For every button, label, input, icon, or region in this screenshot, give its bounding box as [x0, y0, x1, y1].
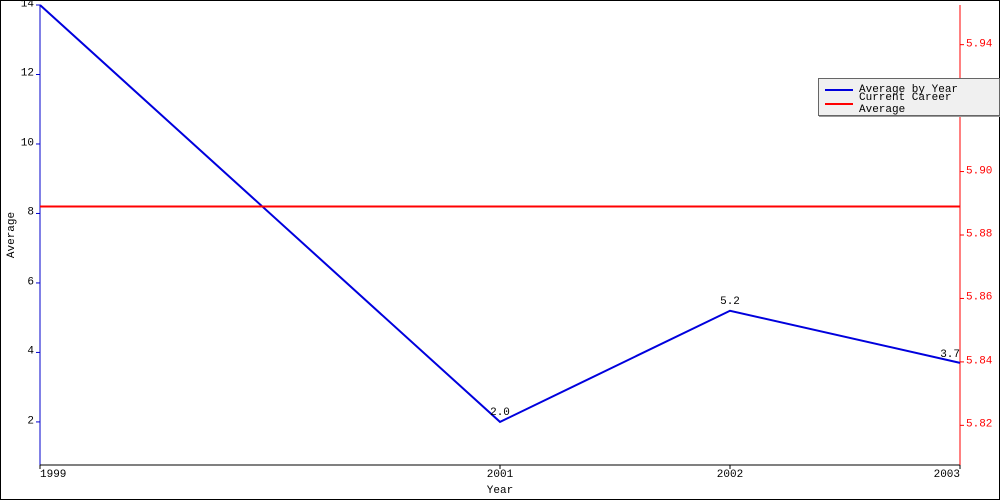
- y-left-tick-label: 4: [27, 347, 34, 358]
- series-line: [40, 5, 960, 422]
- y-right-tick-label: 5.86: [966, 293, 992, 304]
- y-left-tick-label: 2: [27, 416, 34, 427]
- data-point-label: 3.7: [940, 350, 960, 361]
- chart-svg: [0, 0, 1000, 500]
- y-left-axis-title: Average: [6, 212, 18, 258]
- y-right-tick-label: 5.84: [966, 356, 992, 367]
- y-right-tick-label: 5.94: [966, 39, 992, 50]
- x-tick-label: 2002: [717, 470, 743, 481]
- y-right-tick-label: 5.88: [966, 230, 992, 241]
- y-left-tick-label: 12: [21, 69, 34, 80]
- x-tick-label: 1999: [40, 470, 66, 481]
- y-left-tick-label: 8: [27, 208, 34, 219]
- y-right-tick-label: 5.90: [966, 166, 992, 177]
- legend-label: Current Career Average: [859, 92, 993, 116]
- legend: Average by YearCurrent Career Average: [818, 78, 1000, 116]
- y-right-tick-label: 5.82: [966, 420, 992, 431]
- data-point-label: 14.0: [40, 0, 66, 3]
- legend-swatch: [825, 89, 853, 91]
- data-point-label: 2.0: [490, 408, 510, 419]
- y-left-tick-label: 14: [21, 0, 34, 11]
- x-tick-label: 2003: [934, 470, 960, 481]
- x-axis-title: Year: [487, 485, 513, 497]
- y-left-tick-label: 10: [21, 138, 34, 149]
- data-point-label: 5.2: [720, 297, 740, 308]
- legend-item: Current Career Average: [825, 97, 993, 111]
- x-tick-label: 2001: [487, 470, 513, 481]
- legend-swatch: [825, 103, 853, 105]
- y-left-tick-label: 6: [27, 277, 34, 288]
